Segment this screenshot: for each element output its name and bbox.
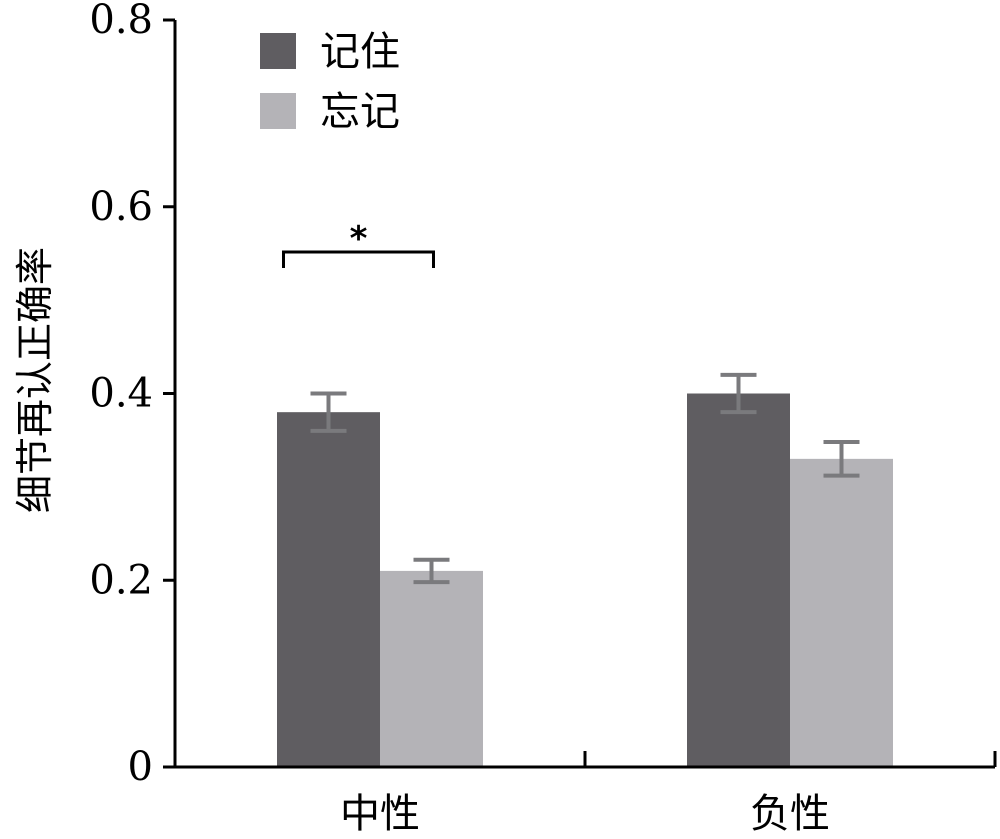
x-tick-label: 负性 — [750, 791, 830, 837]
bar-series2 — [790, 458, 893, 767]
y-axis-label: 细节再认正确率 — [13, 247, 57, 513]
legend-label: 忘记 — [320, 89, 400, 135]
y-tick-label: 0 — [128, 744, 153, 790]
bar-series2 — [380, 570, 483, 767]
bar-series1 — [687, 393, 790, 767]
bar-series1 — [277, 412, 380, 767]
legend-swatch — [260, 33, 296, 69]
x-tick-label: 中性 — [340, 791, 420, 837]
legend-swatch — [260, 93, 296, 129]
y-tick-label: 0.2 — [89, 557, 153, 603]
y-tick-label: 0.8 — [89, 0, 153, 43]
y-tick-label: 0.6 — [89, 184, 153, 230]
y-tick-label: 0.4 — [89, 371, 153, 417]
legend-label: 记住 — [320, 29, 400, 75]
significance-bracket — [282, 250, 435, 268]
significance-label: * — [350, 219, 368, 259]
